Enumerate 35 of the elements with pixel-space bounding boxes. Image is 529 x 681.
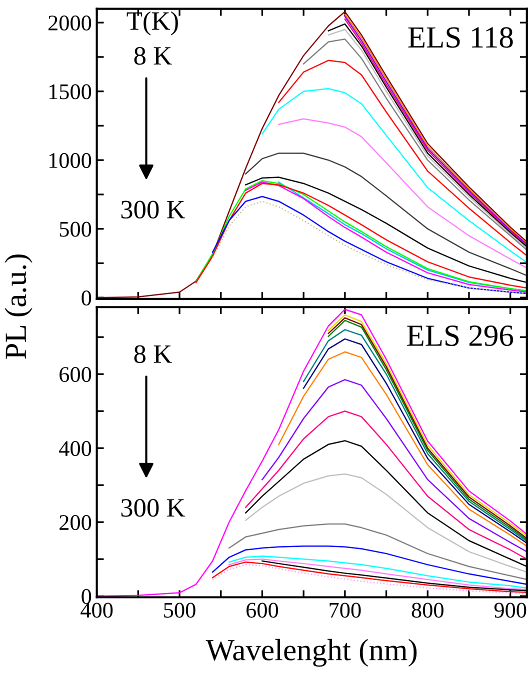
annotation: 300 K: [121, 200, 186, 219]
x-tick-label: 900: [494, 602, 526, 618]
line-series: [228, 523, 527, 580]
y-tick-label: 0: [82, 290, 92, 306]
y-tick-label: 400: [59, 441, 92, 456]
annotation: 8 K: [134, 46, 172, 65]
y-axis-title: PL (a.u.): [4, 254, 32, 359]
line-series: [96, 10, 527, 298]
x-tick-label: 500: [164, 602, 196, 618]
line-series: [96, 308, 527, 597]
line-series: [245, 410, 527, 560]
annotation: ELS 118: [408, 27, 513, 48]
x-tick-label: 800: [412, 602, 444, 618]
annotation: 8 K: [134, 345, 172, 364]
y-tick-label: 1000: [49, 153, 92, 168]
line-series: [278, 118, 527, 269]
x-tick-label: 600: [246, 602, 278, 618]
line-series: [245, 152, 527, 276]
annotation: ELS 296: [407, 326, 514, 346]
y-tick-label: 0: [82, 589, 92, 604]
x-tick-label: 700: [330, 602, 361, 618]
y-tick-label: 500: [60, 222, 92, 237]
line-series: [262, 379, 527, 552]
annotation: 300 K: [121, 499, 186, 517]
x-axis-title: Wavelenght (nm): [206, 638, 417, 667]
y-tick-label: 200: [60, 515, 92, 530]
line-series: [245, 473, 527, 573]
line-series: [262, 88, 527, 264]
annotation: T(K): [126, 11, 178, 36]
y-tick-label: 600: [60, 367, 92, 382]
y-tick-label: 1500: [49, 84, 92, 100]
line-series: [212, 546, 527, 585]
y-tick-label: 2000: [48, 16, 92, 31]
line-series: [278, 351, 527, 547]
line-series: [278, 60, 527, 256]
